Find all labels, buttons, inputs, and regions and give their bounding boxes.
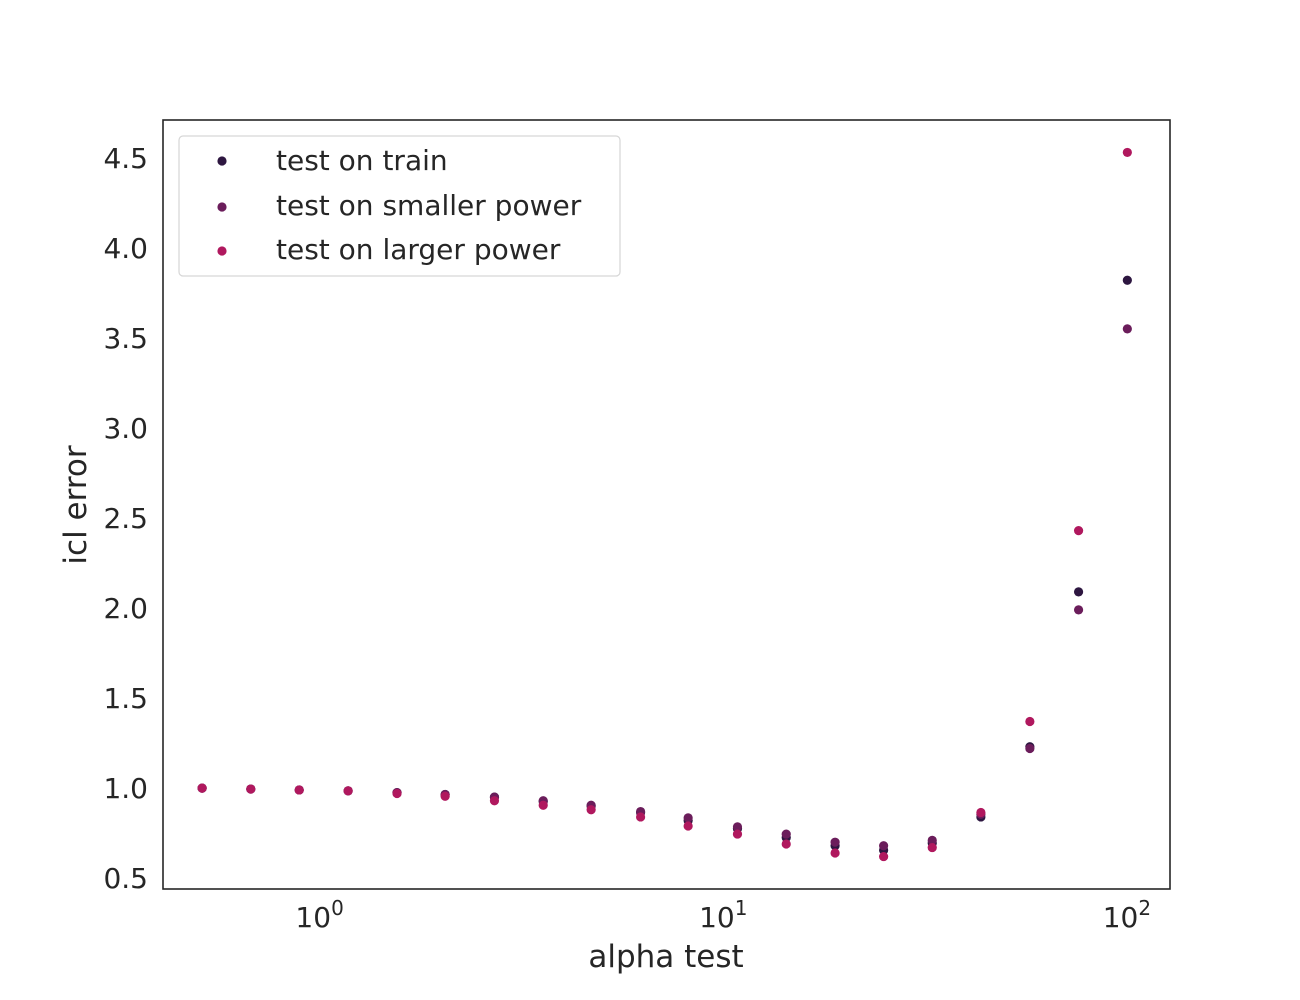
point-test-on-larger-power xyxy=(440,791,450,801)
legend-marker-train xyxy=(217,156,227,166)
point-test-on-larger-power xyxy=(538,800,548,810)
point-test-on-train xyxy=(1073,587,1084,597)
point-test-on-smaller-power xyxy=(1122,324,1132,334)
legend-marker-larger-power xyxy=(217,246,227,256)
legend-label-larger-power: test on larger power xyxy=(276,233,561,266)
point-test-on-larger-power xyxy=(683,821,693,831)
x-axis-ticks: 100 101 102 xyxy=(295,896,1151,934)
point-test-on-train xyxy=(1122,275,1132,285)
point-test-on-larger-power xyxy=(1122,147,1132,158)
x-tick-label: 101 xyxy=(699,896,747,934)
plot-frame xyxy=(162,119,1171,890)
x-tick-label: 102 xyxy=(1103,896,1151,934)
point-test-on-larger-power xyxy=(246,784,256,794)
y-tick-label: 2.0 xyxy=(103,592,148,625)
point-test-on-smaller-power xyxy=(830,837,840,847)
x-tick-label: 100 xyxy=(295,896,343,934)
point-test-on-smaller-power xyxy=(781,829,791,839)
legend-label-train: test on train xyxy=(276,144,448,177)
y-tick-label: 1.0 xyxy=(103,772,148,805)
point-test-on-smaller-power xyxy=(1073,605,1084,615)
x-axis-label: alpha test xyxy=(588,939,743,975)
y-tick-label: 3.0 xyxy=(103,412,148,445)
point-test-on-smaller-power xyxy=(1025,743,1035,754)
legend-frame xyxy=(178,135,621,277)
y-axis-label: icl error xyxy=(58,445,94,564)
point-test-on-larger-power xyxy=(830,848,840,858)
legend: test on train test on smaller power test… xyxy=(178,135,621,277)
point-test-on-larger-power xyxy=(781,839,791,849)
point-test-on-larger-power xyxy=(1073,526,1084,536)
point-test-on-smaller-power xyxy=(683,813,693,823)
y-tick-label: 2.5 xyxy=(103,502,148,535)
y-tick-label: 4.5 xyxy=(103,142,148,175)
point-test-on-larger-power xyxy=(976,807,986,818)
y-axis-ticks: 0.5 1.0 1.5 2.0 2.5 3.0 3.5 4.0 4.5 xyxy=(103,142,148,895)
point-test-on-larger-power xyxy=(197,783,207,793)
y-tick-label: 0.5 xyxy=(103,862,148,895)
point-test-on-larger-power xyxy=(1025,716,1035,727)
legend-label-smaller-power: test on smaller power xyxy=(276,189,582,222)
y-tick-label: 1.5 xyxy=(103,682,148,715)
y-tick-label: 3.5 xyxy=(103,322,148,355)
legend-marker-smaller-power xyxy=(217,202,227,212)
y-tick-label: 4.0 xyxy=(103,232,148,265)
point-test-on-larger-power xyxy=(489,796,500,806)
data-points xyxy=(197,147,1132,862)
point-test-on-larger-power xyxy=(879,851,889,862)
point-test-on-larger-power xyxy=(294,785,304,795)
point-test-on-larger-power xyxy=(586,805,596,815)
point-test-on-larger-power xyxy=(636,812,646,822)
point-test-on-larger-power xyxy=(732,829,743,839)
point-test-on-larger-power xyxy=(927,842,937,853)
point-test-on-larger-power xyxy=(343,786,353,796)
point-test-on-smaller-power xyxy=(879,841,889,851)
point-test-on-smaller-power xyxy=(732,822,743,832)
point-test-on-smaller-power xyxy=(927,835,937,845)
point-test-on-larger-power xyxy=(392,788,402,799)
